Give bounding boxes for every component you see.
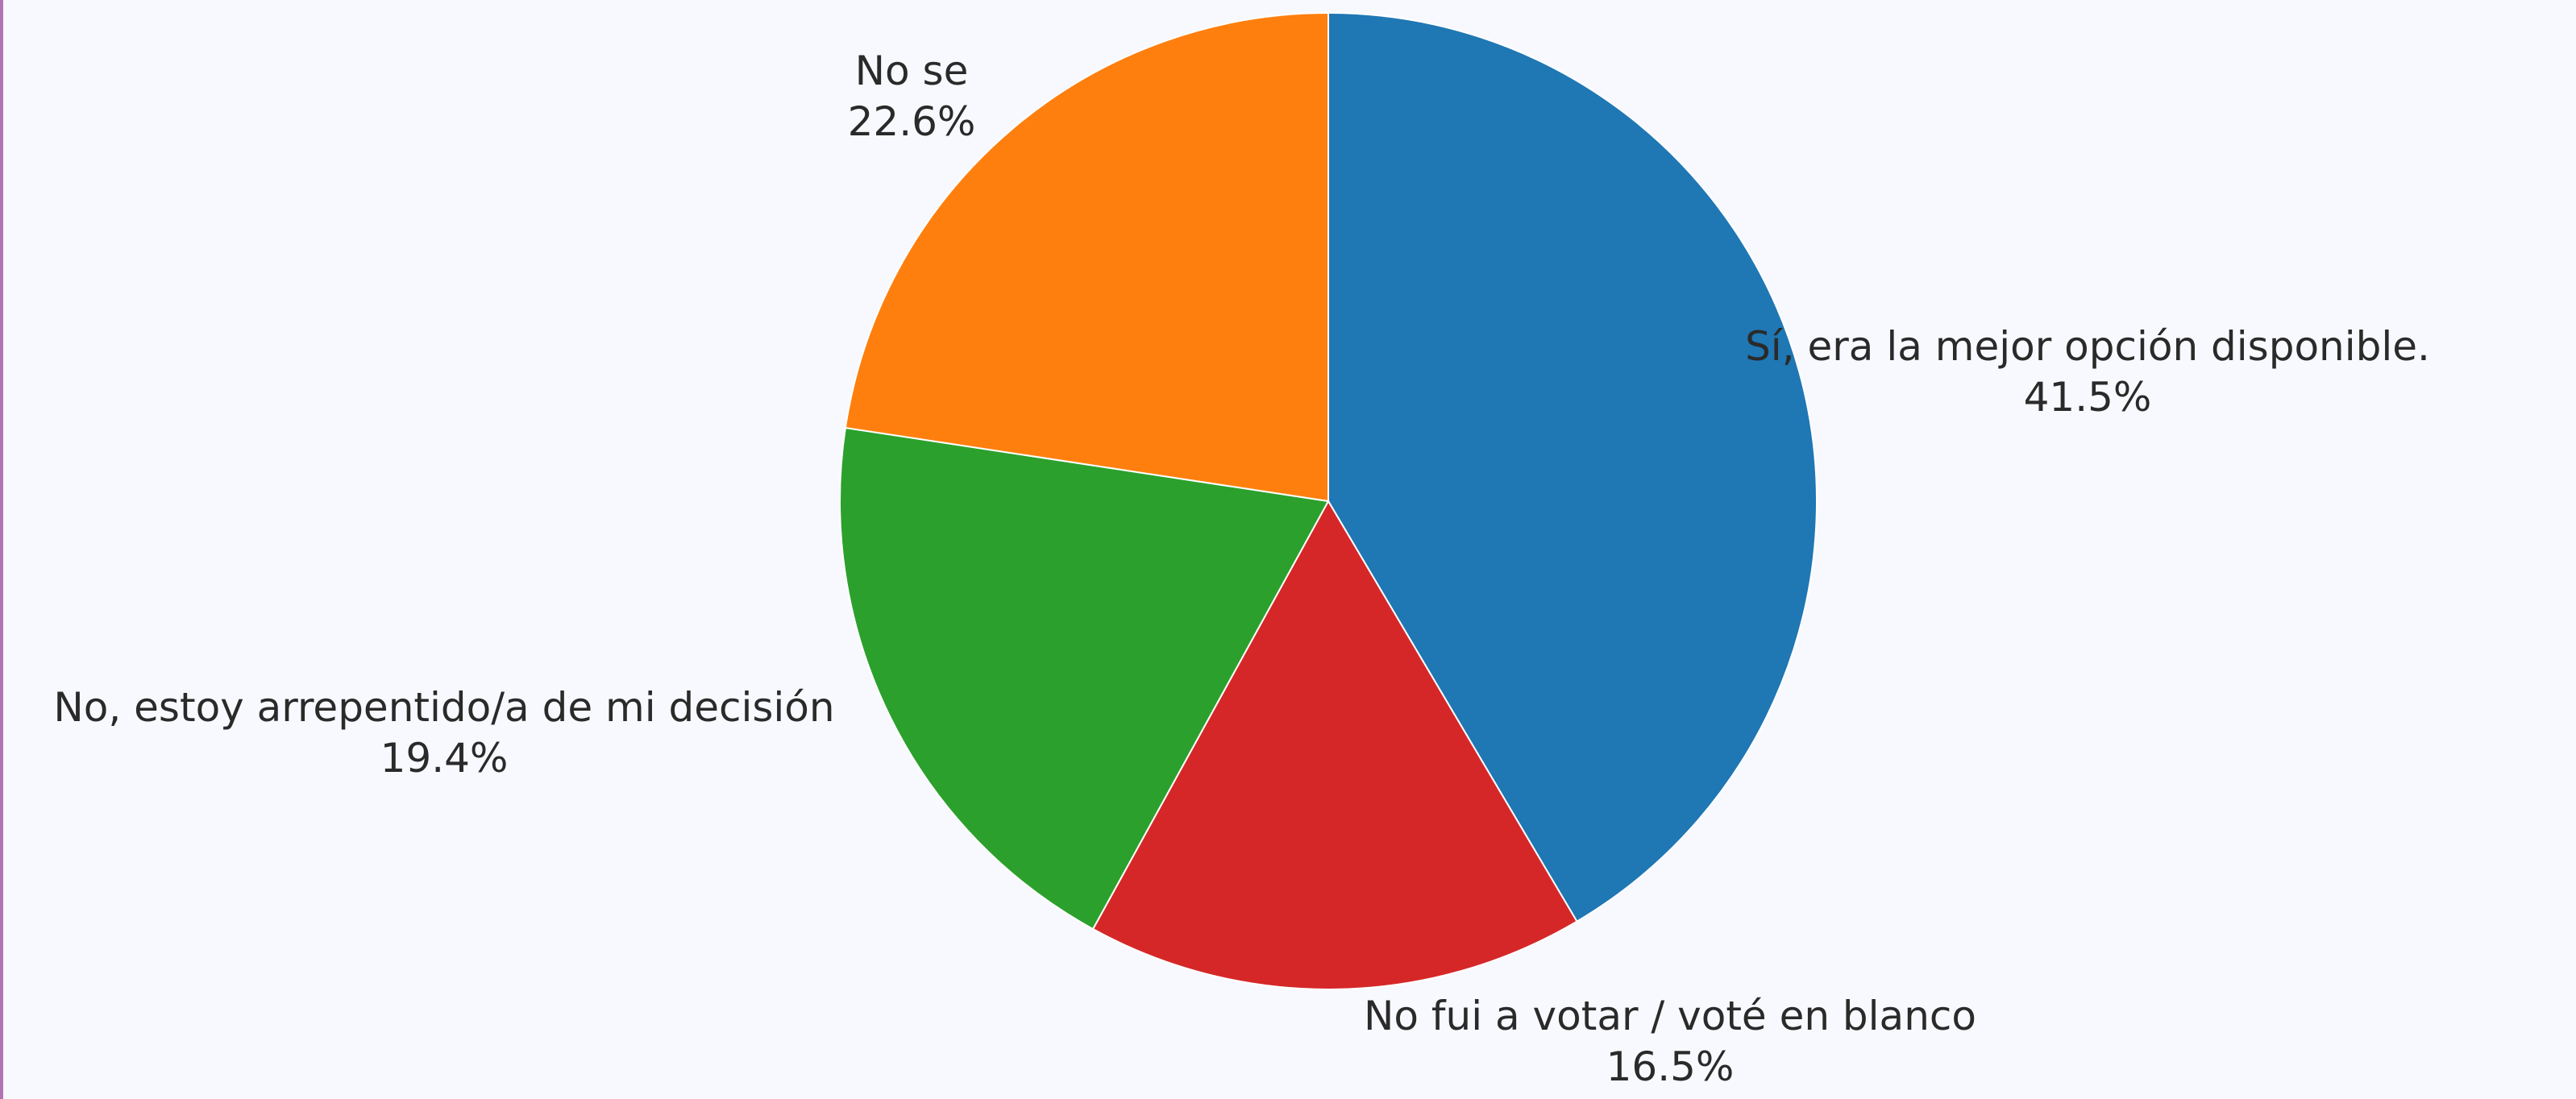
pie-slices [839, 11, 1818, 990]
slice-percent-label: 41.5% [2024, 374, 2152, 421]
slice-percent-label: 16.5% [1606, 1043, 1735, 1090]
pie-slice [844, 11, 1329, 503]
slice-percent-label: 22.6% [848, 98, 976, 145]
pie-slice [839, 426, 1330, 931]
slice-percent-label: 19.4% [380, 735, 509, 782]
pie-slice [1327, 11, 1818, 923]
slice-label: Sí, era la mejor opción disponible. [1745, 323, 2430, 370]
left-edge-border [0, 0, 3, 1099]
pie-slice [1091, 499, 1578, 990]
pie-labels: Sí, era la mejor opción disponible.41.5%… [53, 48, 2430, 1090]
slice-label: No, estoy arrepentido/a de mi decisión [53, 684, 834, 731]
slice-label: No fui a votar / voté en blanco [1364, 993, 1976, 1039]
slice-label: No se [855, 48, 969, 94]
